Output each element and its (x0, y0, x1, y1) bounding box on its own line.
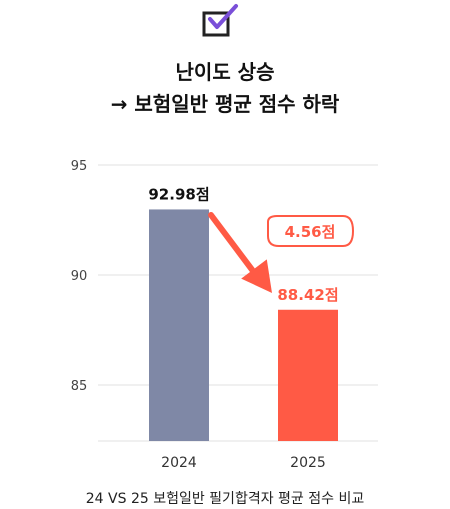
title-line-2: → 보험일반 평균 점수 하락 (110, 92, 340, 116)
chart-caption: 24 VS 25 보험일반 필기합격자 평균 점수 비교 (85, 491, 365, 507)
y-axis: 85 90 95 (71, 159, 88, 394)
bar-2025 (278, 309, 338, 441)
difference-annotation: 4.56점 (208, 212, 355, 293)
data-label-2024: 92.98점 (148, 185, 209, 203)
data-label-2025: 88.42점 (277, 286, 338, 304)
data-labels: 92.98점 88.42점 (148, 185, 338, 303)
x-tick-label: 2024 (161, 455, 197, 471)
decrease-arrow-head (241, 259, 272, 293)
bars (149, 209, 338, 441)
y-tick-label: 95 (71, 159, 88, 174)
bar-2024 (149, 209, 209, 441)
y-tick-label: 90 (71, 269, 88, 284)
bar-chart: 85 90 95 92.98점 88.42점 2024 2025 4.56점 (71, 159, 378, 471)
title-line-1: 난이도 상승 (175, 60, 275, 84)
checkbox-checked-icon (202, 4, 238, 37)
decrease-arrow (208, 212, 257, 275)
y-tick-label: 85 (71, 379, 88, 394)
x-axis: 2024 2025 (161, 455, 326, 471)
difference-label: 4.56점 (285, 223, 336, 241)
chart-title: 난이도 상승 → 보험일반 평균 점수 하락 (0, 56, 450, 120)
x-tick-label: 2025 (290, 455, 326, 471)
difference-bubble (267, 215, 355, 247)
